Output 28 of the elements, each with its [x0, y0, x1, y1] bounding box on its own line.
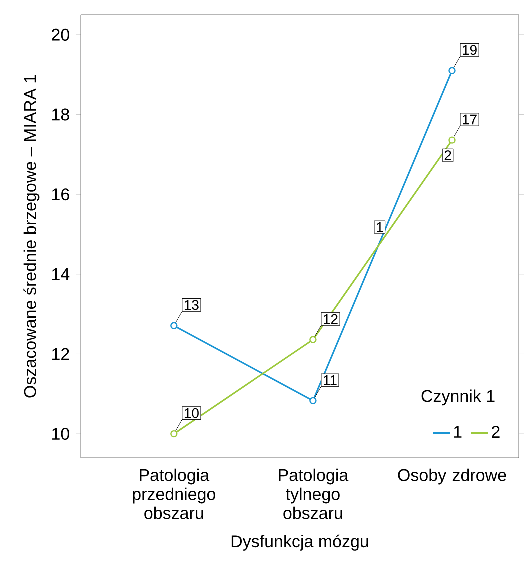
- point: [310, 336, 317, 344]
- x-tick-label: Osoby zdrowe: [398, 468, 506, 485]
- y-tick-label: 16: [52, 188, 70, 201]
- legend-title: Czynnik 1: [422, 390, 495, 406]
- annotation: 2: [444, 150, 452, 160]
- data-label: 11: [324, 376, 337, 386]
- data-label: 17: [463, 114, 477, 125]
- data-label: 10: [184, 408, 199, 418]
- y-tick-label: 14: [52, 268, 70, 280]
- x-tick-label: Patologia tylnego obszaru: [279, 468, 349, 520]
- y-tick-label: 18: [52, 108, 70, 121]
- annotation: 1: [377, 222, 384, 232]
- point: [448, 67, 456, 74]
- y-tick-label: 12: [52, 348, 70, 360]
- legend-label: 1: [454, 426, 462, 438]
- y-tick-label: 10: [52, 428, 70, 440]
- y-axis-title: Oszacowane średnie brzegowe – MIARA 1: [24, 75, 40, 398]
- point: [448, 136, 456, 144]
- point: [170, 322, 178, 330]
- x-axis-title: Dysfunkcja mózgu: [232, 534, 368, 551]
- point: [170, 430, 178, 438]
- data-label: 19: [463, 45, 477, 56]
- x-tick-label: Patologia przedniego obszaru: [133, 468, 216, 520]
- point: [310, 397, 317, 405]
- y-tick-label: 20: [52, 28, 70, 41]
- data-label: 12: [324, 314, 338, 324]
- data-label: 13: [184, 300, 199, 310]
- legend-label: 2: [492, 426, 500, 438]
